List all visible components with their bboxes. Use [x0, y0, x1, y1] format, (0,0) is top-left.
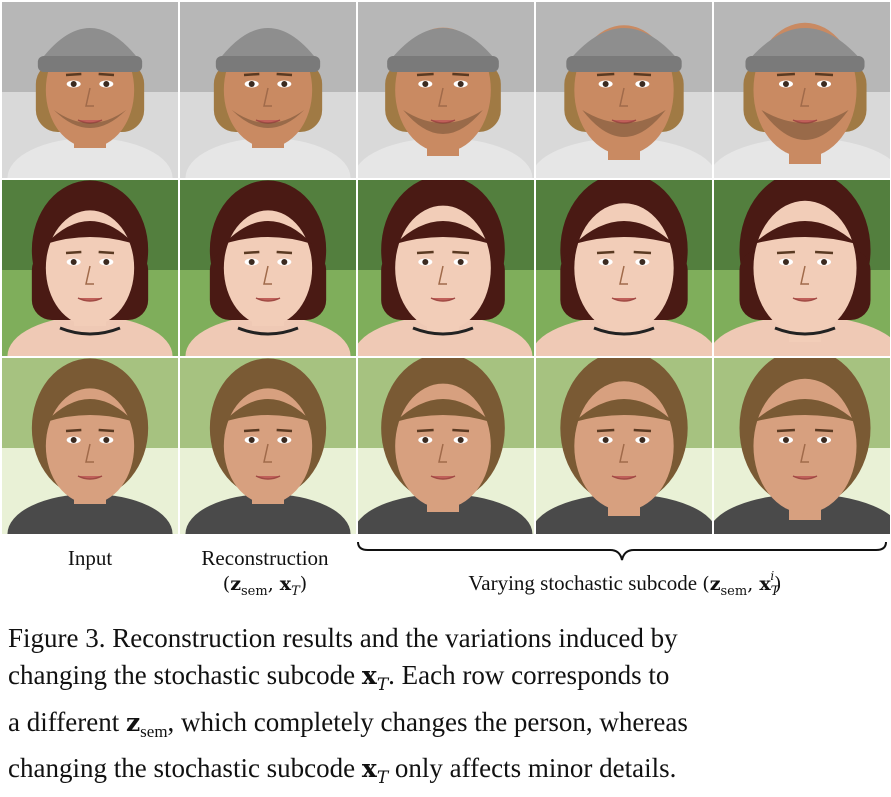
row1-input-image	[2, 2, 178, 178]
reconstruction-label: Reconstruction (zsem, xT)	[170, 545, 360, 605]
caption-line-1: Figure 3. Reconstruction results and the…	[8, 623, 678, 653]
row2-variation-1-image	[358, 180, 534, 356]
row1-reconstruction-image	[180, 2, 356, 178]
row1-variation-1-image	[358, 2, 534, 178]
row1-variation-3-image	[714, 2, 890, 178]
row3-reconstruction-image	[180, 358, 356, 534]
varying-math: (zsem, xTi)	[702, 569, 782, 599]
row2-variation-3-image	[714, 180, 890, 356]
figure-caption: Figure 3. Reconstruction results and the…	[8, 620, 882, 797]
row2-input-image	[2, 180, 178, 356]
input-label: Input	[67, 546, 113, 570]
variation-brace	[357, 541, 887, 561]
row2-reconstruction-image	[180, 180, 356, 356]
caption-line-2: changing the stochastic subcode xT. Each…	[8, 660, 670, 695]
varying-label: Varying stochastic subcode (zsem, xTi)	[468, 569, 782, 599]
image-grid	[2, 2, 890, 534]
row3-variation-2-image	[536, 358, 712, 534]
caption-line-4: changing the stochastic subcode xT only …	[8, 753, 677, 788]
reconstruction-math: (zsem, xT)	[222, 573, 308, 599]
row3-variation-1-image	[358, 358, 534, 534]
row2-variation-2-image	[536, 180, 712, 356]
row3-variation-3-image	[714, 358, 890, 534]
row3-input-image	[2, 358, 178, 534]
caption-line-3: a different zsem, which completely chang…	[8, 707, 688, 741]
row1-variation-2-image	[536, 2, 712, 178]
